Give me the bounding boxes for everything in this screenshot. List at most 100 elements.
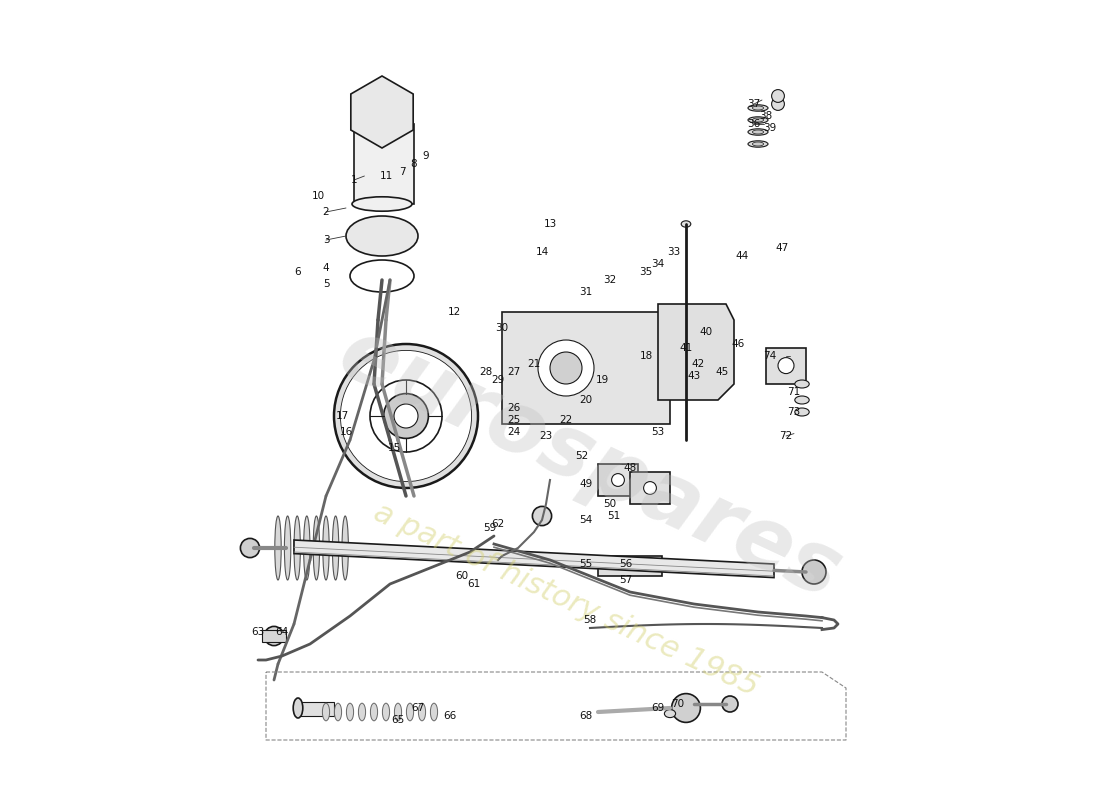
Ellipse shape — [748, 105, 768, 111]
Text: 33: 33 — [668, 247, 681, 257]
Ellipse shape — [352, 117, 412, 131]
Circle shape — [672, 362, 692, 382]
Ellipse shape — [795, 396, 810, 404]
Text: 70: 70 — [671, 699, 684, 709]
Text: 15: 15 — [387, 443, 400, 453]
Text: 62: 62 — [492, 519, 505, 529]
Circle shape — [241, 538, 260, 558]
Bar — [598, 556, 662, 576]
Ellipse shape — [350, 260, 414, 292]
Text: a part of history since 1985: a part of history since 1985 — [368, 498, 763, 702]
Ellipse shape — [418, 703, 426, 721]
Ellipse shape — [795, 380, 810, 388]
Text: 31: 31 — [580, 287, 593, 297]
Text: 74: 74 — [763, 351, 777, 361]
Text: 63: 63 — [252, 627, 265, 637]
Circle shape — [708, 338, 727, 358]
Bar — [354, 124, 414, 204]
Ellipse shape — [334, 703, 342, 721]
Text: eurospares: eurospares — [326, 311, 855, 617]
Text: 16: 16 — [340, 427, 353, 437]
Text: 53: 53 — [651, 427, 664, 437]
Text: 46: 46 — [732, 339, 745, 349]
Circle shape — [612, 474, 625, 486]
Circle shape — [264, 626, 284, 646]
Circle shape — [384, 394, 428, 438]
Text: 24: 24 — [507, 427, 520, 437]
Text: 2: 2 — [322, 207, 329, 217]
Polygon shape — [658, 304, 734, 400]
Circle shape — [532, 506, 551, 526]
Ellipse shape — [752, 142, 763, 146]
Text: 34: 34 — [651, 259, 664, 269]
Text: 58: 58 — [583, 615, 596, 625]
Polygon shape — [294, 540, 774, 578]
Text: 60: 60 — [455, 571, 469, 581]
Text: 64: 64 — [275, 627, 288, 637]
Ellipse shape — [285, 516, 290, 580]
Text: 44: 44 — [736, 251, 749, 261]
Ellipse shape — [748, 129, 768, 135]
Ellipse shape — [406, 703, 414, 721]
Text: 36: 36 — [747, 119, 760, 129]
Text: 35: 35 — [639, 267, 652, 277]
Text: 42: 42 — [692, 359, 705, 369]
Text: 71: 71 — [788, 387, 801, 397]
Ellipse shape — [294, 516, 300, 580]
Circle shape — [340, 350, 472, 482]
Text: 28: 28 — [480, 367, 493, 377]
Bar — [502, 312, 670, 424]
Circle shape — [334, 344, 478, 488]
Text: 19: 19 — [595, 375, 608, 385]
Ellipse shape — [294, 698, 302, 718]
Ellipse shape — [430, 703, 438, 721]
Circle shape — [771, 98, 784, 110]
Text: 12: 12 — [448, 307, 461, 317]
Text: 22: 22 — [560, 415, 573, 425]
Ellipse shape — [550, 352, 582, 384]
Text: 67: 67 — [411, 703, 425, 713]
Text: 5: 5 — [322, 279, 329, 289]
Ellipse shape — [342, 516, 349, 580]
Ellipse shape — [664, 710, 675, 718]
Text: 51: 51 — [607, 511, 620, 521]
Text: 50: 50 — [604, 499, 617, 509]
Ellipse shape — [346, 703, 353, 721]
Circle shape — [362, 92, 402, 132]
Text: 23: 23 — [539, 431, 552, 441]
Text: 39: 39 — [763, 123, 777, 133]
Ellipse shape — [314, 516, 320, 580]
Text: 65: 65 — [392, 715, 405, 725]
Polygon shape — [351, 76, 414, 148]
Text: 17: 17 — [336, 411, 349, 421]
Text: 10: 10 — [311, 191, 324, 201]
Text: 40: 40 — [700, 327, 713, 337]
Text: 30: 30 — [495, 323, 508, 333]
Text: 37: 37 — [747, 99, 760, 109]
Ellipse shape — [332, 516, 339, 580]
Ellipse shape — [752, 130, 763, 134]
Circle shape — [722, 696, 738, 712]
Text: 32: 32 — [604, 275, 617, 285]
Text: 57: 57 — [619, 575, 632, 585]
Text: 73: 73 — [788, 407, 801, 417]
Text: 43: 43 — [688, 371, 701, 381]
Circle shape — [778, 358, 794, 374]
Text: 21: 21 — [527, 359, 540, 369]
Ellipse shape — [359, 703, 365, 721]
Ellipse shape — [352, 197, 412, 211]
Ellipse shape — [748, 141, 768, 147]
Text: 45: 45 — [715, 367, 728, 377]
Ellipse shape — [322, 516, 329, 580]
Text: 68: 68 — [580, 711, 593, 721]
Circle shape — [394, 404, 418, 428]
Ellipse shape — [752, 106, 763, 110]
Text: 7: 7 — [398, 167, 405, 177]
Ellipse shape — [371, 703, 377, 721]
Text: 69: 69 — [651, 703, 664, 713]
Polygon shape — [598, 464, 638, 496]
Text: 26: 26 — [507, 403, 520, 413]
Text: 8: 8 — [410, 159, 417, 169]
Circle shape — [370, 380, 442, 452]
Text: 52: 52 — [575, 451, 589, 461]
